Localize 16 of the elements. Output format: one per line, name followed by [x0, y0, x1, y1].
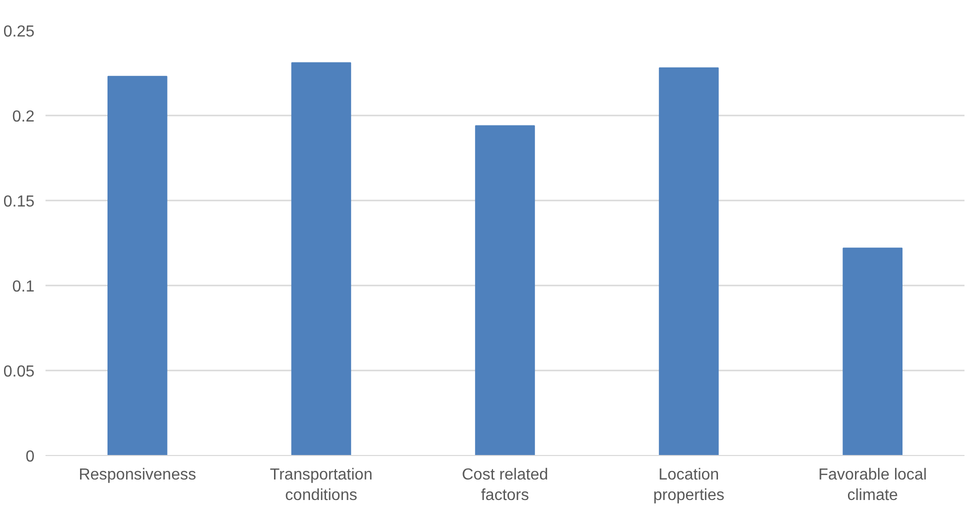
x-tick-label: Cost related factors [462, 466, 548, 504]
y-tick-label: 0.15 [3, 194, 35, 210]
bar [475, 125, 535, 456]
x-tick-label: Transportation conditions [270, 466, 372, 504]
y-tick-label: 0.2 [12, 108, 35, 126]
bar [842, 248, 903, 456]
bar [658, 67, 719, 456]
x-tick-label: Responsiveness [78, 466, 196, 484]
bar [291, 62, 352, 456]
x-tick-label: Location properties [653, 466, 724, 504]
y-tick-label: 0.1 [12, 278, 35, 296]
bar [107, 76, 168, 456]
y-tick-label: 0.05 [3, 364, 35, 380]
x-tick-label: Favorable local climate [818, 466, 927, 504]
y-tick-label: 0.25 [3, 24, 35, 40]
y-tick-label: 0 [26, 448, 35, 466]
